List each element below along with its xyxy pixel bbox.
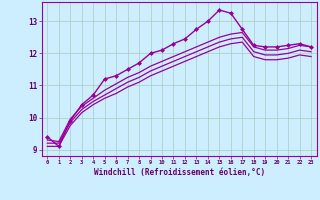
X-axis label: Windchill (Refroidissement éolien,°C): Windchill (Refroidissement éolien,°C) (94, 168, 265, 177)
